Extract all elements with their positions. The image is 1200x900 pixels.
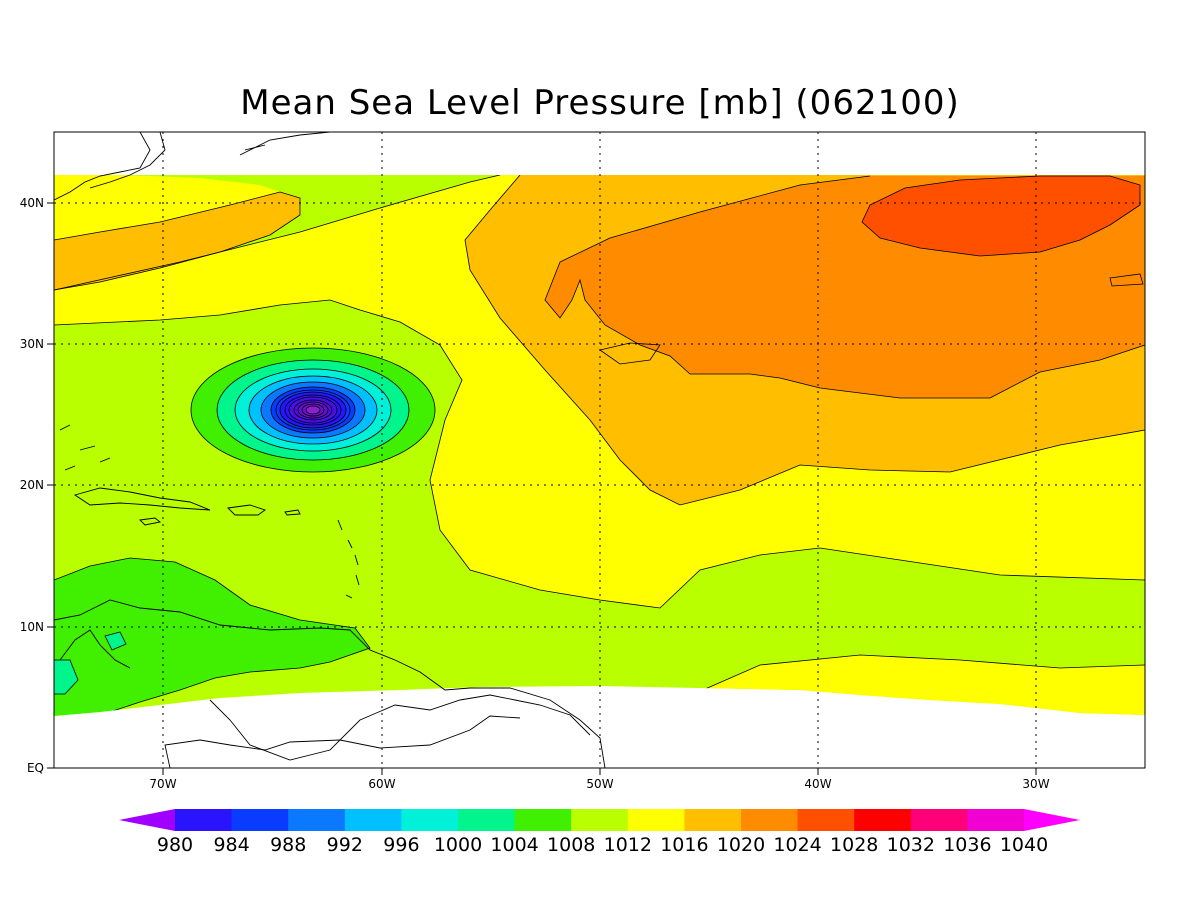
fill-1024-1028 [862,176,1140,256]
colorbar-label: 996 [383,834,419,856]
colorbar-segment [401,809,459,831]
colorbar-labels: 980 984 988 992 996 1000 1004 1008 1012 1016 1020 1… [157,834,1048,856]
coast-cuba [73,487,211,511]
lat-tick-label: 30N [20,337,44,351]
colorbar [119,809,1080,831]
colorbar-label: 1008 [547,834,595,856]
coast-bahamas [59,424,111,471]
colorbar-label: 1016 [660,834,708,856]
fill-1016-1020-northwest [54,192,300,290]
tick-marks [47,202,1037,775]
colorbar-label: 1024 [773,834,821,856]
graticule [54,132,1145,768]
colorbar-segment [627,809,685,831]
colorbar-segment [175,809,233,831]
colorbar-label: 980 [157,834,193,856]
lon-tick-label: 50W [586,777,613,791]
colorbar-label: 1020 [717,834,765,856]
colorbar-segment [741,809,799,831]
contour-lines [54,175,1145,713]
lon-tick-label: 70W [149,777,176,791]
coast-lesser-antilles [337,519,360,599]
colorbar-arrow-low [119,809,175,831]
lat-tick-label: EQ [27,761,44,775]
lat-tick-label: 10N [20,620,44,634]
colorbar-label: 1032 [887,834,935,856]
coast-venezuela [209,694,591,761]
colorbar-segment [288,809,346,831]
colorbar-label: 1028 [830,834,878,856]
colorbar-label: 1012 [604,834,652,856]
lat-tick-labels: EQ 10N 20N 30N 40N [20,196,44,775]
fill-1000-1004-pocket [105,632,126,650]
lon-tick-label: 30W [1022,777,1049,791]
pressure-field [54,175,1145,716]
colorbar-label: 1036 [943,834,991,856]
colorbar-segment [684,809,742,831]
colorbar-label: 984 [213,834,249,856]
coast-south-america [54,599,606,768]
colorbar-segment [797,809,855,831]
lat-tick-label: 40N [20,196,44,210]
map-title: Mean Sea Level Pressure [mb] (062100) [240,83,960,123]
coast-hispaniola [227,504,266,516]
hurricane-low [190,347,436,473]
coast-central-america [59,629,131,669]
colorbar-segment [854,809,912,831]
colorbar-segment [514,809,572,831]
lat-tick-label: 20N [20,478,44,492]
colorbar-segment [967,809,1025,831]
colorbar-segment [231,809,289,831]
colorbar-segment [458,809,516,831]
lon-tick-label: 60W [368,777,395,791]
fill-1000-1004-southwest [54,660,78,694]
colorbar-arrow-high [1024,809,1080,831]
lon-tick-label: 40W [804,777,831,791]
colorbar-label: 1000 [434,834,482,856]
fill-1012-1016-northwest [54,175,280,240]
colorbar-label: 1004 [490,834,538,856]
coast-puerto-rico [284,509,301,516]
colorbar-label: 1040 [1000,834,1048,856]
colorbar-label: 992 [327,834,363,856]
colorbar-segment [910,809,968,831]
colorbar-label: 988 [270,834,306,856]
fill-1008-1004-southwest [54,558,370,716]
colorbar-segment [344,809,402,831]
ring-972 [306,406,320,414]
colorbar-segment [571,809,629,831]
coast-nova-scotia [239,132,331,156]
coast-north-america [54,132,166,201]
lon-tick-labels: 70W 60W 50W 40W 30W [149,777,1049,791]
plot-area [54,132,1145,768]
coastlines [54,132,606,768]
coast-jamaica [139,517,162,526]
